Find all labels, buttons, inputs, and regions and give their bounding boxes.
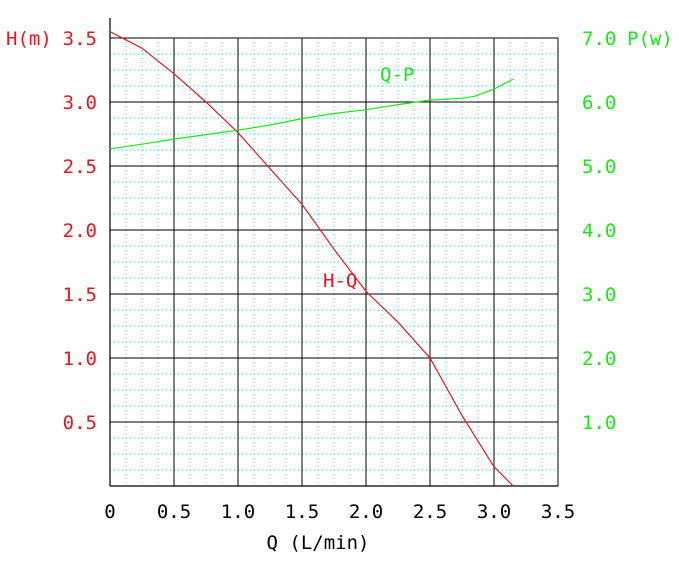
- y-right-tick-label: 2.0: [582, 348, 616, 370]
- y-left-tick-label: 3.5: [63, 28, 97, 50]
- x-tick-label: 0: [104, 501, 115, 523]
- y-left-tick-label: 1.0: [63, 348, 97, 370]
- y-left-tick-label: 1.5: [63, 284, 97, 306]
- axis-labels: 0 0.5 1.0 1.5 2.0 2.5 3.0 3.5 Q (L/min) 0.5 1.0 1.5…: [6, 28, 673, 554]
- q-p-line: [109, 78, 514, 150]
- y-right-axis-title: P(w): [627, 28, 673, 50]
- x-tick-label: 3.0: [477, 501, 511, 523]
- y-left-tick-label: 2.0: [63, 220, 97, 242]
- y-right-tick-label: 5.0: [582, 156, 616, 178]
- h-q-line: [109, 31, 514, 487]
- y-right-tick-label: 3.0: [582, 284, 616, 306]
- y-right-tick-label: 7.0: [582, 28, 616, 50]
- series-lines: [109, 31, 514, 487]
- x-tick-label: 2.0: [349, 501, 383, 523]
- minor-grid: [110, 38, 558, 486]
- y-right-tick-label: 6.0: [582, 92, 616, 114]
- x-tick-label: 1.5: [285, 501, 319, 523]
- y-right-tick-label: 4.0: [582, 220, 616, 242]
- axes: [109, 18, 558, 487]
- qp-series-label: Q-P: [380, 64, 414, 86]
- x-axis-title: Q (L/min): [267, 532, 370, 554]
- x-tick-label: 0.5: [157, 501, 191, 523]
- y-left-tick-label: 3.0: [63, 92, 97, 114]
- hq-series-label: H-Q: [323, 270, 357, 292]
- y-left-tick-label: 2.5: [63, 156, 97, 178]
- x-tick-label: 2.5: [413, 501, 447, 523]
- x-tick-label: 3.5: [541, 501, 575, 523]
- major-grid: [109, 37, 559, 487]
- y-left-tick-label: 0.5: [63, 412, 97, 434]
- y-right-tick-label: 1.0: [582, 412, 616, 434]
- y-left-axis-title: H(m): [6, 28, 52, 50]
- x-tick-label: 1.0: [221, 501, 255, 523]
